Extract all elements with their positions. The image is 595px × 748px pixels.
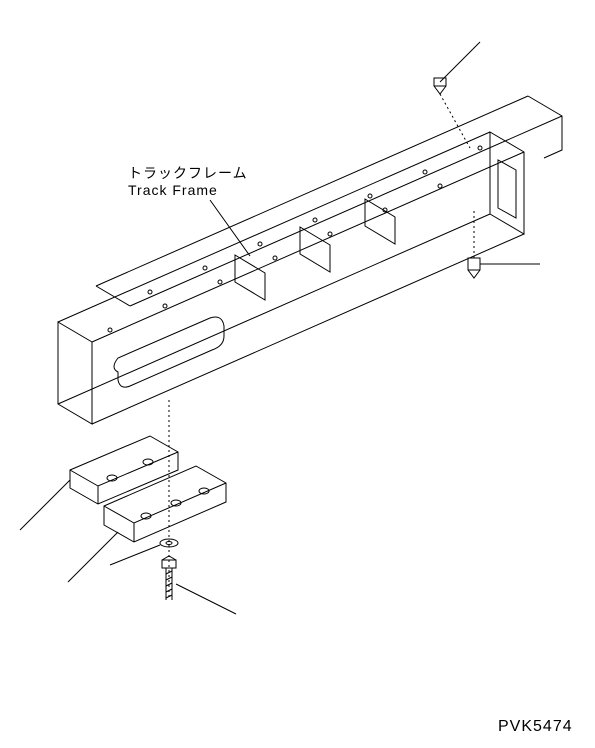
plug-mid-right (468, 210, 540, 278)
track-frame (58, 96, 562, 424)
plug-top-right (434, 42, 480, 148)
rivet-row-near (108, 184, 442, 332)
bolt (162, 556, 176, 600)
label-leader (210, 200, 250, 256)
label-track-frame-en: Track Frame (128, 182, 218, 198)
label-track-frame-jp: トラックフレーム (128, 165, 248, 181)
drawing-number: PVK5474 (498, 718, 573, 735)
bolt-and-washer (110, 400, 236, 614)
frame-slot (114, 317, 224, 387)
